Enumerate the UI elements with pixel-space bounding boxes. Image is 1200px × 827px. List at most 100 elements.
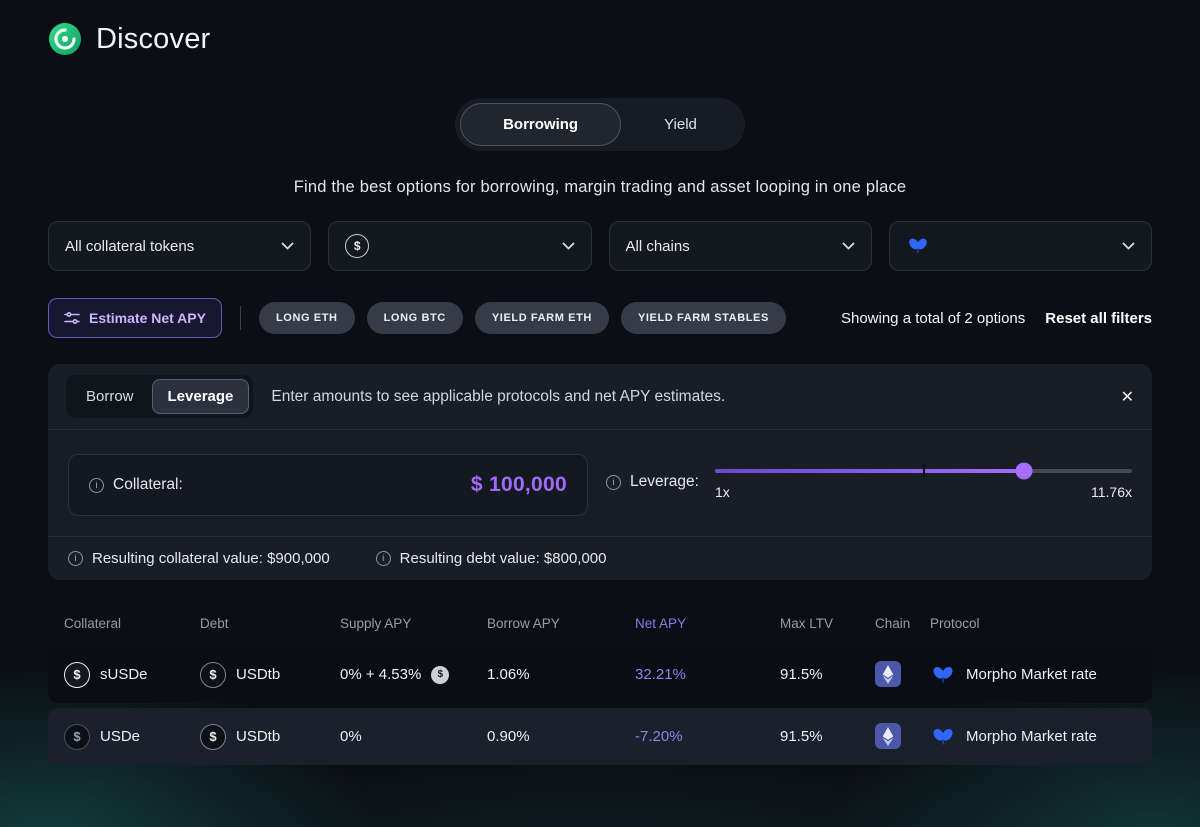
debt-name: USDtb bbox=[236, 728, 281, 745]
debt-token-select[interactable] bbox=[328, 221, 592, 271]
filter-bar: All collateral tokens All chains bbox=[48, 221, 1152, 271]
supply-apy-cell: 0% + 4.53% bbox=[340, 665, 487, 684]
info-icon bbox=[375, 551, 391, 566]
slider-knob[interactable] bbox=[1015, 462, 1033, 480]
chevron-down-icon bbox=[281, 242, 294, 250]
protocol-name: Morpho Market rate bbox=[966, 728, 1097, 745]
tab-borrowing[interactable]: Borrowing bbox=[460, 103, 622, 146]
morpho-icon bbox=[930, 662, 956, 688]
morpho-icon bbox=[906, 234, 930, 258]
col-net-apy: Net APY bbox=[635, 616, 687, 631]
slider-track[interactable] bbox=[714, 462, 1132, 480]
supply-apy-value: 0% + 4.53% bbox=[340, 666, 422, 683]
chain-select[interactable]: All chains bbox=[608, 221, 872, 271]
col-protocol: Protocol bbox=[930, 616, 980, 631]
collateral-name: USDe bbox=[100, 728, 141, 745]
resulting-debt-text: Resulting debt value: $800,000 bbox=[399, 550, 607, 567]
calculator-header: Borrow Leverage Enter amounts to see app… bbox=[48, 364, 1152, 430]
chip-long-eth[interactable]: LONG ETH bbox=[258, 302, 355, 334]
collateral-value: $ 100,000 bbox=[470, 473, 567, 496]
col-supply-apy: Supply APY bbox=[340, 616, 412, 631]
max-ltv-value: 91.5% bbox=[780, 666, 823, 683]
calculator-body: Collateral: $ 100,000 Leverage: 1x bbox=[48, 430, 1152, 536]
chevron-down-icon bbox=[562, 242, 574, 250]
ethena-reward-icon bbox=[431, 665, 450, 684]
leverage-label: Leverage: bbox=[630, 473, 699, 490]
resulting-collateral-value: Resulting collateral value: $900,000 bbox=[68, 550, 330, 567]
ethereum-chain-icon bbox=[875, 661, 901, 688]
borrow-apy-value: 1.06% bbox=[487, 666, 530, 683]
protocol-select[interactable] bbox=[888, 221, 1152, 271]
sliders-icon bbox=[64, 311, 80, 325]
resulting-debt-value: Resulting debt value: $800,000 bbox=[375, 550, 607, 567]
page-title: Discover bbox=[96, 22, 211, 55]
table-header: Collateral Debt Supply APY Borrow APY Ne… bbox=[48, 616, 1152, 646]
close-icon[interactable]: ✕ bbox=[1120, 388, 1134, 406]
info-icon bbox=[89, 477, 104, 493]
supply-apy-cell: 0% bbox=[340, 728, 487, 745]
chevron-down-icon bbox=[1122, 242, 1135, 250]
leverage-section: Leverage: 1x 11.76x bbox=[606, 454, 1132, 500]
debt-name: USDtb bbox=[236, 666, 281, 683]
toolbar: Estimate Net APY LONG ETH LONG BTC YIELD… bbox=[48, 298, 1152, 338]
borrow-apy-value: 0.90% bbox=[487, 728, 530, 745]
susde-token-icon bbox=[64, 661, 90, 688]
collateral-input[interactable]: Collateral: $ 100,000 bbox=[68, 454, 588, 516]
chip-yield-farm-stables[interactable]: YIELD FARM STABLES bbox=[620, 302, 786, 334]
col-max-ltv: Max LTV bbox=[780, 616, 834, 631]
chain-cell bbox=[875, 723, 930, 750]
chip-long-btc[interactable]: LONG BTC bbox=[366, 302, 463, 334]
slider-tick bbox=[923, 464, 926, 478]
col-chain: Chain bbox=[875, 616, 911, 631]
chip-yield-farm-eth[interactable]: YIELD FARM ETH bbox=[474, 302, 609, 334]
info-icon bbox=[68, 551, 83, 566]
leverage-slider[interactable]: 1x 11.76x bbox=[714, 462, 1132, 500]
debt-cell: USDtb bbox=[200, 661, 340, 688]
ethena-logo-icon bbox=[48, 22, 82, 56]
mode-tabs-wrap: Borrowing Yield bbox=[48, 98, 1152, 151]
tab-borrow[interactable]: Borrow bbox=[70, 379, 150, 414]
resulting-collateral-text: Resulting collateral value: $900,000 bbox=[92, 550, 330, 567]
col-collateral: Collateral bbox=[64, 616, 122, 631]
tab-leverage[interactable]: Leverage bbox=[151, 379, 250, 414]
reset-filters-button[interactable]: Reset all filters bbox=[1045, 309, 1152, 327]
max-ltv-value: 91.5% bbox=[780, 728, 823, 745]
table-row[interactable]: sUSDe USDtb 0% + 4.53% 1.06% 32.21% 91.5… bbox=[48, 646, 1152, 703]
chain-select-value: All chains bbox=[625, 237, 690, 255]
collateral-cell: USDe bbox=[64, 723, 200, 750]
usdtb-token-icon bbox=[200, 661, 226, 688]
col-borrow-apy: Borrow APY bbox=[487, 616, 560, 631]
slider-labels: 1x 11.76x bbox=[715, 484, 1132, 500]
chevron-down-icon bbox=[842, 242, 855, 250]
debt-cell: USDtb bbox=[200, 723, 340, 750]
usd-coin-icon bbox=[345, 234, 370, 258]
chain-cell bbox=[875, 661, 930, 688]
usdtb-token-icon bbox=[200, 723, 226, 750]
slider-fill bbox=[714, 469, 1024, 473]
calculator-card: Borrow Leverage Enter amounts to see app… bbox=[48, 364, 1152, 580]
usde-token-icon bbox=[64, 723, 90, 750]
morpho-icon bbox=[930, 724, 956, 750]
supply-apy-value: 0% bbox=[340, 728, 362, 745]
collateral-label: Collateral: bbox=[113, 476, 183, 493]
header: Discover bbox=[48, 0, 1152, 56]
collateral-token-select[interactable]: All collateral tokens bbox=[48, 221, 312, 271]
calculator-results: Resulting collateral value: $900,000 Res… bbox=[48, 536, 1152, 580]
info-icon bbox=[606, 474, 621, 490]
col-debt: Debt bbox=[200, 616, 229, 631]
calculator-hint: Enter amounts to see applicable protocol… bbox=[271, 387, 726, 405]
leverage-max-label: 11.76x bbox=[1091, 484, 1132, 500]
estimate-net-apy-button[interactable]: Estimate Net APY bbox=[48, 298, 222, 338]
table-row[interactable]: USDe USDtb 0% 0.90% -7.20% 91.5% bbox=[48, 708, 1152, 765]
collateral-name: sUSDe bbox=[100, 666, 148, 683]
leverage-label-wrap: Leverage: bbox=[606, 462, 699, 500]
protocol-name: Morpho Market rate bbox=[966, 666, 1097, 683]
mode-tabs: Borrowing Yield bbox=[455, 98, 745, 151]
tab-yield[interactable]: Yield bbox=[621, 103, 740, 146]
net-apy-value: 32.21% bbox=[635, 666, 686, 683]
markets-table: Collateral Debt Supply APY Borrow APY Ne… bbox=[48, 616, 1152, 765]
net-apy-value: -7.20% bbox=[635, 728, 683, 745]
results-count: Showing a total of 2 options bbox=[840, 309, 1026, 327]
protocol-cell: Morpho Market rate bbox=[930, 662, 1152, 688]
